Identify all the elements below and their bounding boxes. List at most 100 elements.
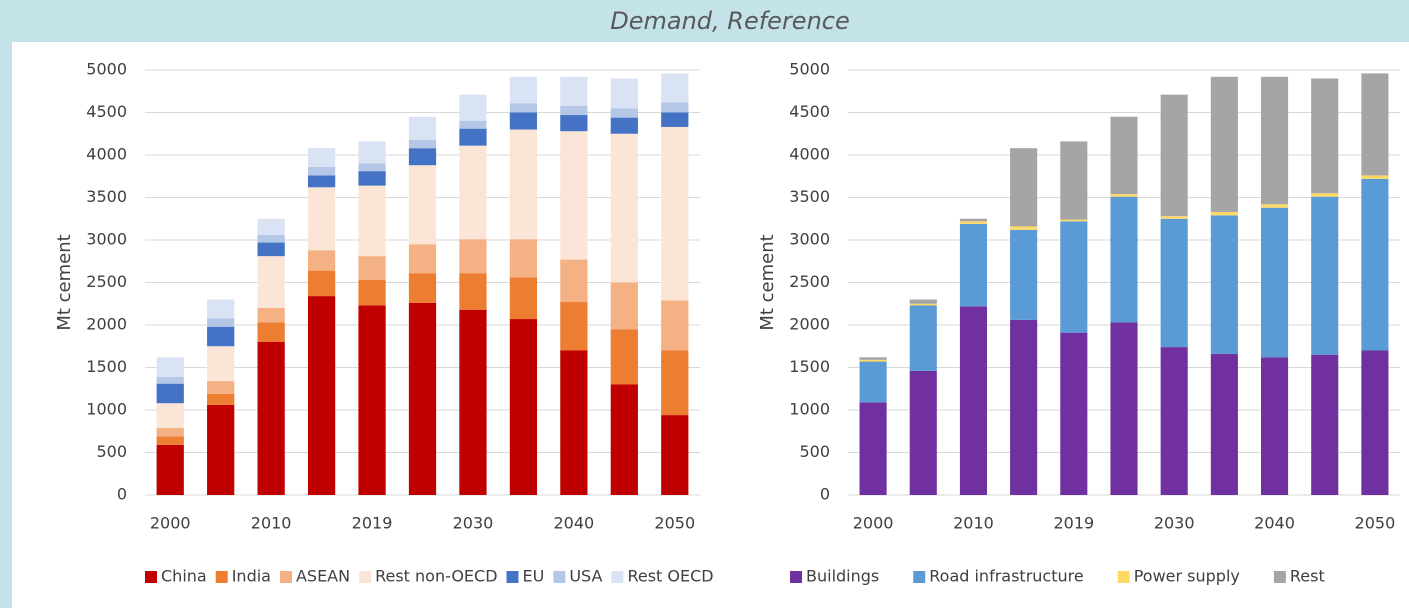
bar-segment bbox=[257, 256, 285, 308]
bar-segment bbox=[307, 187, 336, 251]
bar-segment bbox=[610, 329, 638, 385]
legend-swatch bbox=[790, 571, 802, 583]
legend-swatch bbox=[359, 571, 372, 583]
bar-segment bbox=[859, 361, 887, 403]
bar-segment bbox=[1361, 178, 1389, 351]
legend-label: India bbox=[232, 567, 271, 586]
y-tick-label: 2500 bbox=[789, 272, 830, 291]
bar-segment bbox=[358, 171, 386, 186]
bar-segment bbox=[1311, 196, 1339, 355]
bar-segment bbox=[257, 218, 285, 235]
bar-segment bbox=[1110, 116, 1138, 195]
bar-segment bbox=[959, 218, 988, 222]
bar-segment bbox=[156, 427, 184, 437]
bar-segment bbox=[661, 415, 689, 495]
bar-segment bbox=[459, 128, 487, 146]
y-axis-label: Mt cement bbox=[757, 234, 778, 330]
bar-segment bbox=[560, 105, 588, 116]
bar-segment bbox=[909, 305, 937, 371]
bar-segment bbox=[1110, 196, 1138, 323]
bar-segment bbox=[1311, 354, 1339, 495]
bar-segment bbox=[358, 279, 386, 306]
legend-label: Rest bbox=[1290, 567, 1325, 586]
bar-segment bbox=[1260, 76, 1289, 205]
legend-label: Road infrastructure bbox=[929, 567, 1083, 586]
bar-segment bbox=[358, 256, 386, 280]
y-tick-label: 3500 bbox=[86, 187, 127, 206]
bar-segment bbox=[207, 326, 235, 347]
y-tick-label: 4500 bbox=[86, 102, 127, 121]
x-tick-label: 2010 bbox=[953, 514, 994, 533]
bar-segment bbox=[257, 322, 285, 342]
x-tick-label: 2050 bbox=[654, 514, 695, 533]
bar-segment bbox=[1010, 319, 1038, 495]
legend-label: Power supply bbox=[1134, 567, 1240, 586]
bar-segment bbox=[207, 404, 235, 495]
bar-segment bbox=[859, 357, 887, 360]
bar-segment bbox=[207, 346, 235, 382]
bar-segment bbox=[560, 115, 588, 132]
legend-label: Rest OECD bbox=[627, 567, 713, 586]
y-tick-label: 5000 bbox=[789, 60, 830, 79]
bar-segment bbox=[859, 359, 887, 362]
y-tick-label: 1500 bbox=[86, 357, 127, 376]
y-tick-label: 4000 bbox=[86, 145, 127, 164]
legend-swatch bbox=[553, 571, 566, 583]
bar-segment bbox=[156, 383, 184, 404]
bar-segment bbox=[257, 242, 285, 257]
bar-segment bbox=[1160, 94, 1188, 217]
y-tick-label: 4000 bbox=[789, 145, 830, 164]
bar-segment bbox=[1060, 332, 1088, 495]
bar-segment bbox=[1010, 229, 1038, 320]
bar-segment bbox=[408, 302, 437, 495]
bar-segment bbox=[509, 76, 538, 104]
bar-segment bbox=[1060, 221, 1088, 333]
bar-segment bbox=[1210, 211, 1238, 216]
bar-segment bbox=[909, 303, 937, 306]
bar-segment bbox=[1361, 350, 1389, 495]
bar-segment bbox=[1361, 175, 1389, 179]
bar-segment bbox=[1060, 219, 1088, 222]
x-tick-label: 2000 bbox=[853, 514, 894, 533]
bar-segment bbox=[1311, 193, 1339, 197]
y-tick-label: 3000 bbox=[789, 230, 830, 249]
bar-segment bbox=[661, 112, 689, 127]
bar-segment bbox=[408, 116, 437, 140]
bar-segment bbox=[1210, 215, 1238, 354]
bar-segment bbox=[307, 270, 336, 297]
bar-segment bbox=[661, 126, 689, 301]
bar-segment bbox=[257, 234, 285, 243]
bar-segment bbox=[1110, 322, 1138, 495]
x-tick-label: 2000 bbox=[150, 514, 191, 533]
bar-segment bbox=[459, 145, 487, 240]
bar-segment bbox=[156, 444, 184, 495]
bar-segment bbox=[1210, 76, 1238, 212]
bar-segment bbox=[459, 309, 487, 495]
bar-segment bbox=[509, 112, 538, 130]
y-tick-label: 5000 bbox=[86, 60, 127, 79]
bar-segment bbox=[661, 73, 689, 103]
bar-segment bbox=[610, 78, 638, 109]
bar-segment bbox=[156, 436, 184, 445]
bar-segment bbox=[459, 121, 487, 129]
bar-segment bbox=[959, 306, 988, 495]
legend-swatch bbox=[215, 571, 228, 583]
bar-segment bbox=[257, 342, 285, 495]
bar-segment bbox=[459, 239, 487, 274]
bar-segment bbox=[358, 163, 386, 172]
bar-segment bbox=[1311, 78, 1339, 194]
bar-segment bbox=[1260, 357, 1289, 495]
bar-segment bbox=[661, 350, 689, 416]
bar-segment bbox=[610, 282, 638, 330]
legend-swatch bbox=[913, 571, 926, 583]
legend-swatch bbox=[1117, 571, 1130, 583]
bar-segment bbox=[358, 305, 386, 495]
legend-label: Rest non-OECD bbox=[375, 567, 497, 586]
bar-segment bbox=[1060, 141, 1088, 220]
bar-segment bbox=[156, 376, 184, 384]
bar-segment bbox=[509, 277, 538, 320]
bar-segment bbox=[408, 244, 437, 274]
bar-segment bbox=[1010, 226, 1038, 230]
bar-segment bbox=[459, 94, 487, 121]
